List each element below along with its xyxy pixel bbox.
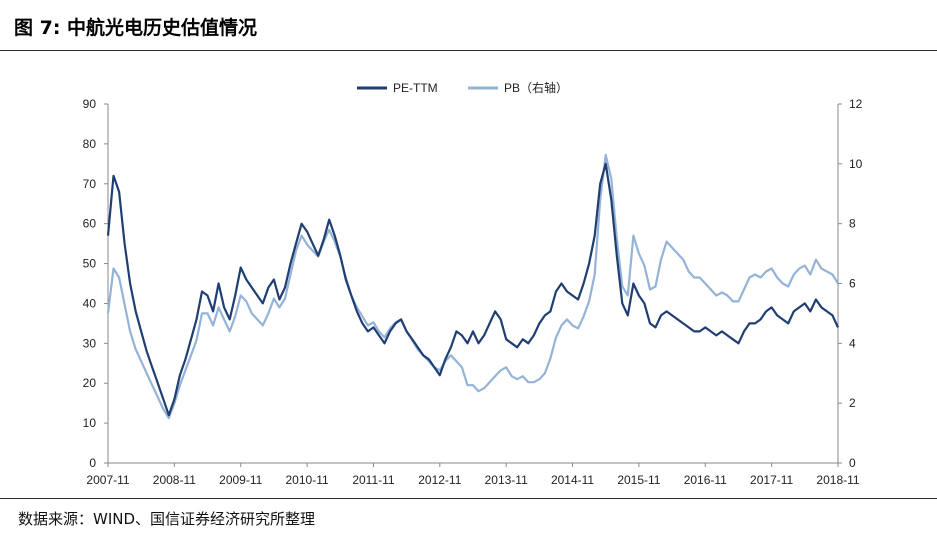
y-left-tick-label: 50 [83, 257, 97, 271]
y-right-tick-label: 8 [849, 217, 856, 231]
y-right-tick-label: 6 [849, 277, 856, 291]
x-tick-label: 2018-11 [816, 473, 859, 487]
figure-title: 图 7: 中航光电历史估值情况 [14, 17, 258, 39]
legend: PE-TTM PB（右轴） [357, 80, 568, 95]
source-note: 数据来源：WIND、国信证券经济研究所整理 [18, 510, 316, 528]
y-left-tick-label: 70 [83, 177, 97, 191]
y-left-tick-label: 20 [83, 376, 97, 390]
y-left-tick-label: 40 [83, 296, 97, 310]
y-right-tick-label: 12 [849, 97, 863, 111]
pe-ttm-series-line [106, 162, 839, 417]
legend-pb-label: PB（右轴） [504, 80, 568, 95]
y-right-tick-label: 2 [849, 396, 856, 410]
y-right-tick-label: 10 [849, 157, 863, 171]
y-left-tick-label: 30 [83, 336, 97, 350]
source-rule [0, 498, 937, 499]
legend-pe-label: PE-TTM [393, 81, 438, 95]
y-left-tick-label: 60 [83, 217, 97, 231]
x-tick-label: 2008-11 [153, 473, 196, 487]
x-tick-label: 2009-11 [219, 473, 262, 487]
y-right-tick-label: 0 [849, 456, 856, 470]
pb-series-line [106, 153, 839, 420]
x-tick-label: 2016-11 [684, 473, 727, 487]
x-tick-label: 2014-11 [551, 473, 594, 487]
y-left-tick-label: 90 [83, 97, 97, 111]
x-tick-label: 2007-11 [86, 473, 129, 487]
x-tick-label: 2013-11 [485, 473, 528, 487]
y-right-tick-label: 4 [849, 336, 856, 350]
y-left-tick-label: 0 [89, 456, 96, 470]
y-left-tick-label: 80 [83, 137, 97, 151]
x-tick-label: 2010-11 [286, 473, 329, 487]
series-group [106, 153, 839, 420]
x-tick-label: 2015-11 [617, 473, 660, 487]
y-left-tick-label: 10 [83, 416, 97, 430]
axes-group: 0 10 20 30 40 50 60 70 80 90 0 2 4 6 8 10 12 2007-11 2008-… [83, 97, 863, 487]
x-tick-label: 2017-11 [750, 473, 793, 487]
x-tick-label: 2012-11 [418, 473, 461, 487]
title-rule [0, 50, 937, 51]
x-tick-label: 2011-11 [352, 473, 395, 487]
